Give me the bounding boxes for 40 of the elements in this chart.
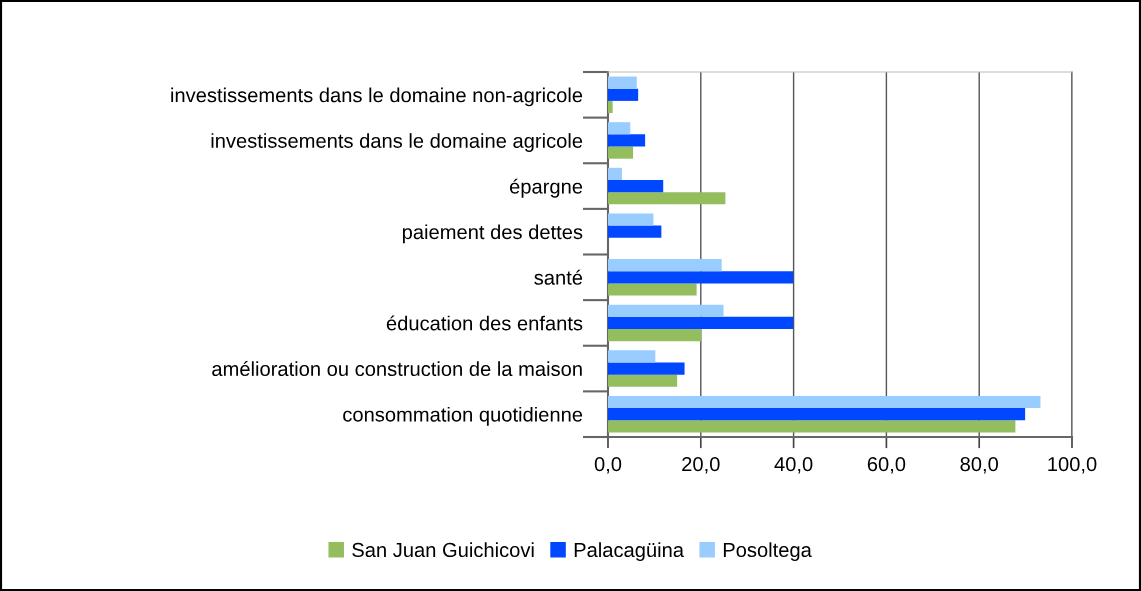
x-tick-label: 100,0 — [1048, 456, 1097, 474]
bar — [608, 167, 622, 180]
y-tick-label: épargne — [509, 178, 583, 198]
bar — [608, 134, 646, 147]
legend-label: Posoltega — [723, 542, 812, 562]
bar — [608, 283, 697, 296]
y-tick-label: paiement des dettes — [402, 224, 583, 244]
legend-label: Palacagüina — [574, 542, 685, 562]
y-tick-label: investissements dans le domaine non-agricole — [171, 87, 583, 107]
bar — [608, 213, 654, 226]
bar — [608, 420, 1016, 433]
x-tick-label: 20,0 — [682, 456, 720, 474]
bar — [608, 316, 794, 330]
y-tick-label: consommation quotidienne — [343, 406, 583, 426]
y-tick-label: éducation des enfants — [386, 315, 583, 331]
bar — [608, 329, 702, 342]
legend-label: San Juan Guichicovi — [352, 542, 534, 558]
bar — [608, 88, 639, 101]
bar — [608, 271, 794, 284]
x-tick-label: 0,0 — [594, 456, 622, 474]
bar — [608, 374, 678, 387]
bar — [608, 408, 1026, 421]
x-tick-label: 40,0 — [774, 456, 813, 474]
y-tick-label: santé — [534, 269, 583, 285]
bar — [608, 76, 637, 89]
y-tick-label: investissements dans le domaine agricole — [211, 133, 583, 152]
bar — [608, 122, 631, 135]
bar — [608, 395, 1041, 409]
bar — [608, 146, 634, 159]
bar — [608, 225, 662, 238]
bar — [608, 362, 685, 375]
bar — [608, 100, 613, 114]
x-tick-label: 60,0 — [867, 456, 906, 474]
bar — [608, 192, 726, 205]
y-tick-label: amélioration ou construction de la maison — [212, 361, 582, 377]
bar — [608, 259, 722, 272]
bar — [608, 179, 664, 193]
bar — [608, 350, 656, 363]
bar — [608, 304, 724, 317]
x-tick-label: 80,0 — [960, 456, 999, 474]
